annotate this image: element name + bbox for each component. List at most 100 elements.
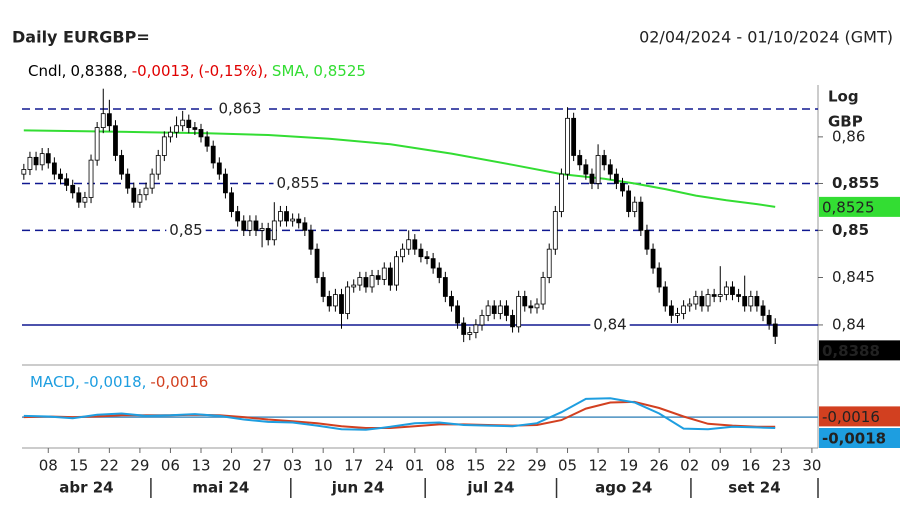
candle-body [607, 164, 613, 175]
candle-body [577, 155, 583, 166]
value-box [819, 340, 900, 361]
candle-body [632, 201, 638, 212]
month-label: jun 24 [331, 479, 385, 497]
candle-body [351, 284, 357, 288]
candle-body [308, 229, 314, 250]
candle-body [271, 220, 277, 241]
candle-body [675, 313, 680, 316]
candle-body [693, 296, 699, 305]
x-tick-label: 20 [222, 457, 241, 475]
candle-body [131, 187, 137, 203]
level-label: 0,84 [593, 315, 626, 333]
candle-body [394, 256, 399, 286]
x-tick-label: 10 [314, 457, 333, 475]
candle-body [241, 220, 247, 231]
y-tick-label: 0,845 [832, 268, 875, 286]
level-label: 0,855 [277, 174, 320, 192]
x-tick-label: 26 [650, 457, 669, 475]
candle-body [180, 119, 186, 127]
candle-body [772, 323, 778, 337]
candle-body [522, 296, 528, 307]
candle-body [314, 248, 320, 278]
candle-body [64, 178, 69, 186]
macd-line [23, 397, 776, 431]
candle-body [705, 294, 711, 307]
x-tick-label: 16 [741, 457, 760, 475]
candle-body [204, 136, 210, 147]
candle-body [302, 222, 308, 231]
candle-body [88, 159, 94, 198]
x-tick-label: 17 [344, 457, 363, 475]
level-label: 0,863 [219, 100, 262, 118]
candle-body [94, 127, 100, 161]
value-box [819, 406, 900, 427]
candle-body [21, 169, 27, 175]
level-label-bg [590, 315, 630, 334]
candle-body [583, 164, 589, 175]
value-box-label: -0,0018 [822, 430, 886, 448]
value-box [819, 428, 900, 448]
candle-body [58, 173, 63, 180]
candle-body [754, 296, 760, 307]
candle-body [510, 315, 515, 328]
candle-body [27, 156, 33, 170]
x-tick-label: 08 [436, 457, 455, 475]
candle-body [149, 173, 155, 189]
candle-body [730, 286, 735, 295]
candle-body [559, 173, 564, 212]
candle-body [711, 294, 717, 297]
candle-body [626, 190, 632, 212]
legend-item: 0,8388, [70, 62, 127, 80]
candle-body [546, 248, 552, 278]
candle-body [638, 201, 644, 231]
x-tick-label: 08 [39, 457, 58, 475]
legend-item: (-0,15%), [198, 62, 268, 80]
candle-body [137, 194, 143, 203]
value-box-label: 0,8525 [822, 198, 875, 216]
candle-body [235, 211, 241, 222]
candle-body [387, 267, 393, 286]
candle-body [168, 131, 173, 138]
y-tick-label: 0,86 [832, 127, 865, 145]
candle-body [161, 136, 167, 156]
candle-body [449, 296, 454, 307]
candle-body [33, 156, 39, 166]
legend-item: Cndl, [28, 62, 66, 80]
candle-body [571, 117, 577, 156]
legend-item: 0,8525 [313, 62, 366, 80]
candle-body [363, 277, 369, 288]
candle-body [418, 248, 424, 258]
candle-body [45, 153, 51, 164]
level-label-bg [273, 173, 323, 192]
candle-body [485, 305, 491, 316]
candle-body [125, 173, 131, 189]
x-tick-label: 05 [558, 457, 577, 475]
candle-body [748, 296, 754, 307]
candle-body [100, 113, 106, 128]
candle-body [687, 303, 693, 307]
candle-body [662, 286, 668, 307]
x-tick-label: 22 [100, 457, 119, 475]
x-tick-label: 30 [802, 457, 821, 475]
x-tick-label: 06 [161, 457, 180, 475]
candle-body [82, 197, 88, 203]
candle-body [143, 187, 149, 196]
level-label-bg [166, 220, 206, 239]
candle-body [430, 258, 436, 269]
candle-body [736, 294, 741, 297]
candle-body [497, 305, 503, 314]
candle-body [699, 296, 705, 307]
candle-body [326, 296, 332, 307]
candle-body [76, 192, 82, 203]
candle-body [491, 305, 497, 314]
candle-body [400, 248, 405, 258]
candle-body [552, 211, 558, 250]
candle-body [473, 324, 479, 333]
candle-body [198, 129, 204, 138]
candle-body [119, 155, 124, 175]
candle-body [595, 155, 601, 184]
x-tick-label: 09 [711, 457, 730, 475]
x-tick-label: 03 [283, 457, 302, 475]
y-tick-label: 0,855 [832, 174, 879, 192]
candle-body [259, 228, 265, 231]
